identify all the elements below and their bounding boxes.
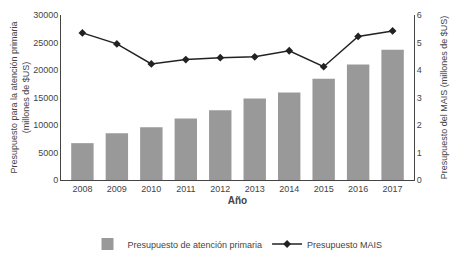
svg-text:2015: 2015 — [314, 184, 334, 194]
svg-text:3: 3 — [417, 93, 422, 103]
svg-text:2012: 2012 — [210, 184, 230, 194]
svg-text:2009: 2009 — [107, 184, 127, 194]
svg-text:15000: 15000 — [33, 93, 58, 103]
svg-text:5000: 5000 — [38, 148, 58, 158]
svg-text:20000: 20000 — [33, 65, 58, 75]
svg-text:Presupuesto de atención primar: Presupuesto de atención primaria — [128, 240, 263, 250]
svg-text:25000: 25000 — [33, 38, 58, 48]
svg-text:2: 2 — [417, 120, 422, 130]
svg-text:Presupuesto MAIS: Presupuesto MAIS — [307, 240, 382, 250]
svg-text:2013: 2013 — [245, 184, 265, 194]
svg-text:5: 5 — [417, 38, 422, 48]
svg-text:2016: 2016 — [348, 184, 368, 194]
svg-text:10000: 10000 — [33, 120, 58, 130]
svg-text:Presupuesto del MAIS (millones: Presupuesto del MAIS (millones de $US) — [439, 16, 449, 180]
svg-text:1: 1 — [417, 148, 422, 158]
svg-text:2008: 2008 — [72, 184, 92, 194]
svg-text:2017: 2017 — [383, 184, 403, 194]
svg-text:Presupuesto para la atención p: Presupuesto para la atención primaria(mi… — [9, 21, 31, 173]
svg-text:0: 0 — [53, 175, 58, 185]
svg-text:2011: 2011 — [176, 184, 195, 194]
svg-text:6: 6 — [417, 10, 422, 20]
svg-text:30000: 30000 — [33, 10, 58, 20]
svg-text:Año: Año — [228, 195, 247, 206]
svg-text:4: 4 — [417, 65, 422, 75]
svg-text:2010: 2010 — [141, 184, 161, 194]
svg-text:0: 0 — [417, 175, 422, 185]
svg-text:2014: 2014 — [279, 184, 299, 194]
